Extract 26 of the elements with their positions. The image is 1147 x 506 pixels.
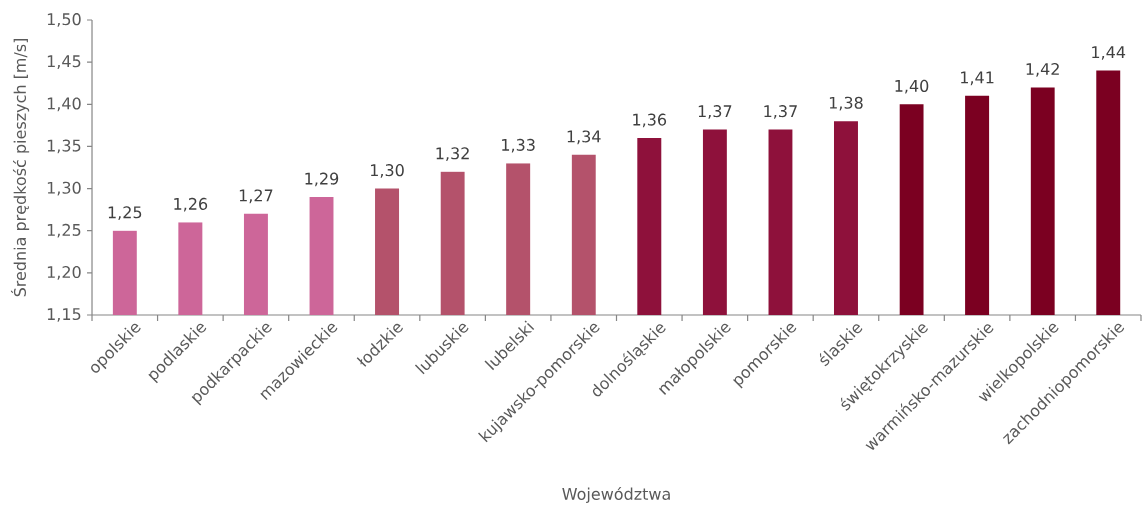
data-label: 1,33 (502, 138, 535, 153)
data-label: 1,34 (567, 130, 601, 145)
y-tick-label: 1,50 (47, 13, 81, 27)
y-tick-label: 1,35 (47, 139, 81, 154)
data-label: 1,30 (370, 164, 404, 178)
data-label: 1,38 (829, 96, 863, 111)
y-tick-label: 1,20 (47, 265, 81, 280)
data-label: 1,44 (1092, 46, 1126, 60)
data-label: 1,37 (698, 105, 732, 119)
data-label: 1,36 (633, 113, 667, 128)
data-label: 1,27 (239, 189, 273, 204)
data-label: 1,26 (174, 197, 208, 212)
y-tick-label: 1,45 (47, 55, 81, 69)
y-tick-label: 1,30 (47, 181, 81, 196)
y-axis-title: Średnia prędkość pieszych [m/s] (10, 38, 30, 297)
data-label: 1,29 (305, 172, 339, 187)
x-axis-title: Województwa (562, 486, 670, 504)
data-label: 1,40 (895, 79, 929, 94)
data-label: 1,41 (961, 71, 994, 86)
y-tick-label: 1,40 (47, 97, 81, 112)
y-tick-label: 1,25 (47, 223, 81, 238)
data-label: 1,25 (108, 206, 142, 220)
y-tick-label: 1,15 (47, 308, 81, 322)
data-label: 1,37 (764, 105, 797, 119)
data-label: 1,42 (1026, 62, 1059, 77)
data-label: 1,32 (436, 147, 469, 161)
